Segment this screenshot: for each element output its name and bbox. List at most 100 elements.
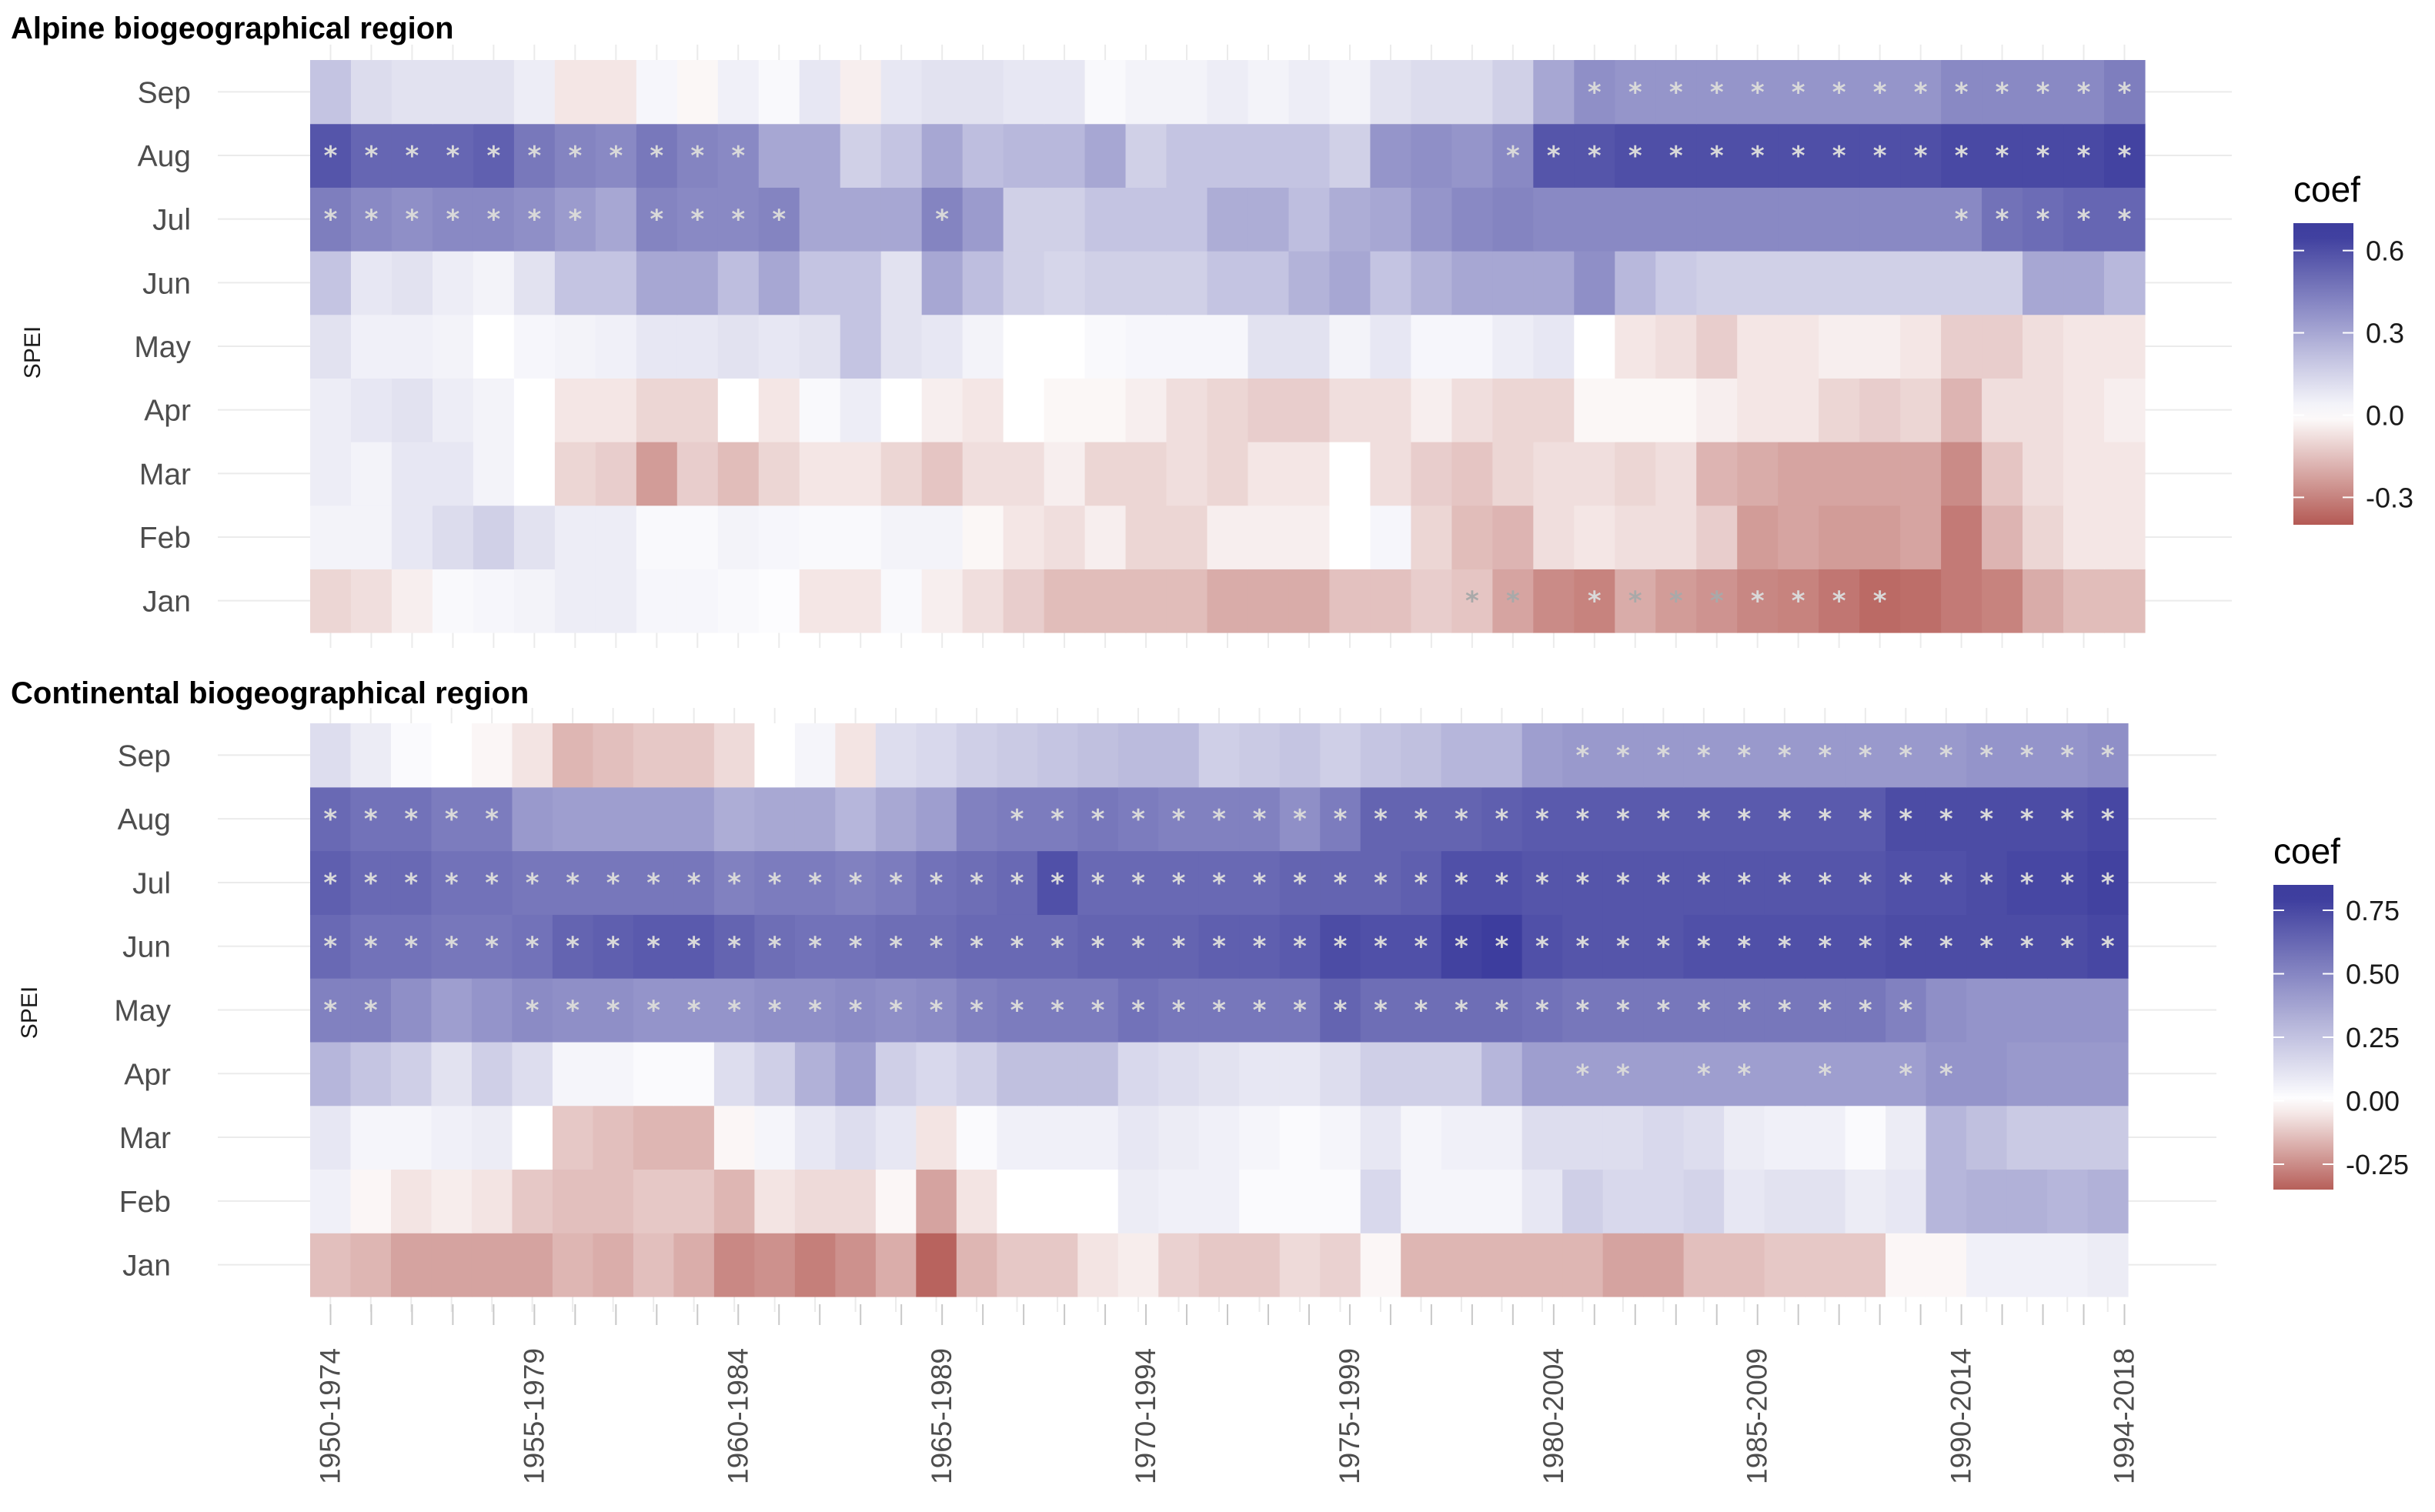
alpine-tile-jun-20 — [1125, 251, 1167, 315]
continental-tile-apr-8 — [633, 1041, 674, 1106]
continental-star-jul-38: * — [1859, 868, 1872, 899]
alpine-tile-mar-0 — [310, 442, 352, 506]
continental-tile-jan-13 — [835, 1233, 877, 1297]
continental-tile-sep-42 — [2006, 723, 2048, 788]
alpine-tile-jan-25 — [1329, 569, 1371, 633]
continental-tile-sep-14 — [875, 723, 917, 788]
alpine-tile-sep-15 — [921, 60, 964, 125]
alpine-tile-may-29 — [1492, 314, 1534, 379]
alpine-tile-jun-28 — [1451, 251, 1493, 315]
alpine-tile-jul-38 — [1859, 187, 1901, 252]
continental-tile-jan-8 — [633, 1233, 674, 1297]
continental-tile-aug-31 — [1562, 786, 1604, 852]
continental-star-jun-35: * — [1737, 932, 1751, 963]
continental-tile-aug-1 — [350, 786, 392, 852]
continental-tile-feb-22 — [1198, 1169, 1240, 1233]
continental-tile-aug-9 — [673, 786, 715, 852]
continental-tile-jul-11 — [754, 850, 796, 915]
alpine-star-jul-0: * — [324, 205, 338, 235]
continental-star-sep-37: * — [1818, 740, 1832, 771]
continental-legend-tick-label: 0.50 — [2346, 959, 2400, 990]
alpine-legend-ticks: 0.6 0.3 0.0 -0.3 — [2293, 235, 2413, 513]
alpine-tile-sep-24 — [1288, 60, 1331, 125]
continental-tile-mar-0 — [310, 1105, 352, 1170]
continental-tile-apr-35 — [1724, 1041, 1765, 1106]
continental-tile-sep-33 — [1643, 723, 1685, 788]
alpine-month-label: Jul — [152, 204, 191, 237]
alpine-tile-jul-35 — [1737, 187, 1779, 252]
continental-tile-sep-8 — [633, 723, 674, 788]
alpine-star-jul-5: * — [527, 205, 541, 235]
alpine-tile-feb-19 — [1084, 505, 1127, 569]
continental-tile-apr-0 — [310, 1041, 352, 1106]
continental-tile-jan-2 — [390, 1233, 433, 1297]
continental-star-may-19: * — [1091, 996, 1105, 1026]
continental-star-jun-2: * — [404, 932, 418, 963]
continental-tile-feb-19 — [1077, 1169, 1119, 1233]
continental-tile-sep-41 — [1966, 723, 2008, 788]
continental-tile-sep-12 — [794, 723, 836, 788]
continental-tile-apr-36 — [1764, 1041, 1805, 1106]
continental-tile-jun-16 — [956, 914, 997, 979]
alpine-star-sep-34: * — [1710, 77, 1724, 108]
alpine-tile-aug-19 — [1084, 123, 1127, 188]
continental-tile-jun-14 — [875, 914, 917, 979]
continental-star-jul-24: * — [1293, 868, 1307, 899]
continental-star-sep-43: * — [2060, 740, 2074, 771]
alpine-tile-may-25 — [1329, 314, 1371, 379]
continental-star-jul-35: * — [1737, 868, 1751, 899]
continental-tile-sep-5 — [512, 723, 553, 788]
continental-tile-apr-10 — [713, 1041, 755, 1106]
alpine-tile-apr-27 — [1411, 378, 1452, 442]
alpine-tile-feb-43 — [2063, 505, 2105, 569]
continental-tile-jun-18 — [1037, 914, 1078, 979]
continental-tile-may-24 — [1279, 978, 1321, 1043]
continental-tile-sep-23 — [1239, 723, 1281, 788]
continental-tile-mar-19 — [1077, 1105, 1119, 1170]
continental-star-jul-40: * — [1939, 868, 1953, 899]
continental-tile-may-44 — [2087, 978, 2129, 1043]
alpine-tile-apr-14 — [880, 378, 923, 442]
alpine-tile-feb-37 — [1819, 505, 1860, 569]
alpine-tile-aug-0 — [310, 123, 352, 188]
alpine-tile-sep-25 — [1329, 60, 1371, 125]
continental-tile-sep-29 — [1481, 723, 1523, 788]
alpine-tile-feb-36 — [1778, 505, 1819, 569]
continental-tile-jun-21 — [1158, 914, 1200, 979]
continental-tile-jan-29 — [1481, 1233, 1523, 1297]
x-tick-label: 1970-1994 — [1130, 1348, 1161, 1484]
continental-star-jul-6: * — [566, 868, 580, 899]
alpine-tile-may-31 — [1574, 314, 1615, 379]
alpine-tile-mar-44 — [2104, 442, 2146, 506]
alpine-tile-apr-2 — [391, 378, 433, 442]
continental-tile-feb-2 — [390, 1169, 433, 1233]
continental-tile-jan-18 — [1037, 1233, 1078, 1297]
continental-star-may-12: * — [808, 996, 822, 1026]
alpine-tile-mar-6 — [554, 442, 596, 506]
continental-star-may-21: * — [1172, 996, 1186, 1026]
alpine-star-jan-38: * — [1873, 586, 1887, 617]
continental-star-aug-1: * — [364, 804, 378, 835]
alpine-tile-apr-0 — [310, 378, 352, 442]
alpine-tile-apr-30 — [1533, 378, 1575, 442]
continental-tile-mar-22 — [1198, 1105, 1240, 1170]
alpine-tile-jun-36 — [1778, 251, 1819, 315]
x-tick-label: 1965-1989 — [926, 1348, 957, 1484]
alpine-star-jan-29: * — [1506, 586, 1520, 617]
alpine-tile-jan-10 — [717, 569, 760, 633]
continental-tile-feb-26 — [1360, 1169, 1401, 1233]
alpine-tile-aug-6 — [554, 123, 596, 188]
alpine-tile-jan-41 — [1982, 569, 2023, 633]
continental-tile-jun-0 — [310, 914, 352, 979]
alpine-tile-may-4 — [473, 314, 515, 379]
continental-tile-may-42 — [2006, 978, 2048, 1043]
alpine-tile-jun-33 — [1655, 251, 1697, 315]
alpine-tile-mar-22 — [1207, 442, 1249, 506]
continental-tile-apr-21 — [1158, 1041, 1200, 1106]
alpine-tile-apr-24 — [1288, 378, 1331, 442]
continental-star-aug-24: * — [1293, 804, 1307, 835]
continental-tile-jun-2 — [390, 914, 433, 979]
continental-tile-jan-38 — [1845, 1233, 1886, 1297]
continental-month-label: Mar — [119, 1122, 171, 1155]
alpine-tile-jan-39 — [1900, 569, 1942, 633]
